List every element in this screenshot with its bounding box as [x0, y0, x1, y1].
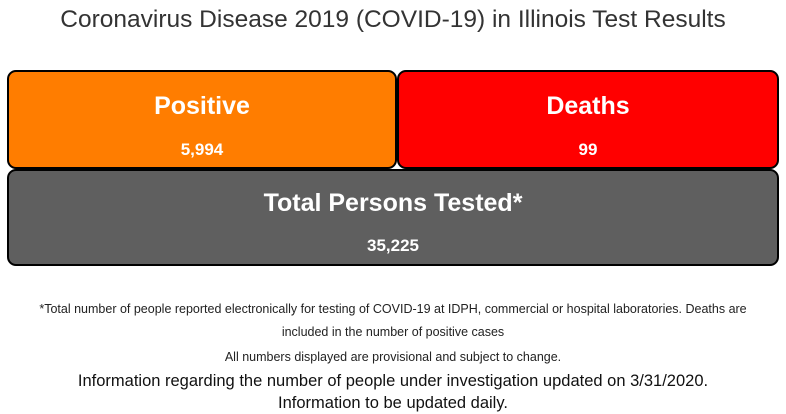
total-tested-card: Total Persons Tested* 35,225 [7, 169, 779, 266]
footnote-testing: *Total number of people reported electro… [39, 302, 747, 316]
deaths-card: Deaths 99 [397, 70, 779, 169]
page-title: Coronavirus Disease 2019 (COVID-19) in I… [60, 6, 726, 33]
total-tested-label: Total Persons Tested* [263, 189, 523, 217]
footnote-provisional: All numbers displayed are provisional an… [224, 350, 562, 364]
positive-label: Positive [154, 92, 250, 120]
total-tested-value: 35,225 [367, 236, 419, 255]
footnote-deaths-included: included in the number of positive cases [281, 325, 505, 339]
info-update-frequency: Information to be updated daily. [278, 394, 508, 412]
positive-value: 5,994 [180, 140, 224, 159]
deaths-value: 99 [578, 140, 598, 159]
deaths-label: Deaths [546, 92, 630, 120]
info-pui-updated: Information regarding the number of peop… [77, 372, 709, 390]
positive-card: Positive 5,994 [7, 70, 397, 169]
